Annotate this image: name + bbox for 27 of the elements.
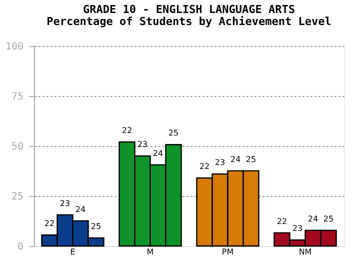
text: 23	[214, 158, 226, 167]
series-label: 25	[90, 222, 102, 231]
text: 23	[292, 224, 303, 233]
text: 25	[323, 214, 334, 224]
y-tick-label: 75	[11, 92, 24, 102]
y-tick-label: 100	[5, 42, 24, 52]
x-tick-label: E	[70, 248, 76, 256]
series-label: 22	[44, 219, 55, 228]
chart-subtitle: Percentage of Students by Achievement Level	[46, 15, 332, 28]
series-label: 23	[60, 198, 70, 208]
x-tick-label: PM	[222, 248, 234, 256]
text: 22	[122, 126, 132, 135]
text: 25	[168, 128, 179, 138]
y-tick-label: 0	[17, 242, 24, 252]
y-tick-label: 50	[11, 142, 24, 152]
series-label: 24	[75, 204, 86, 214]
x-tick-label: NM	[298, 248, 312, 256]
text: 24	[230, 154, 241, 164]
chart-title: GRADE 10 - ENGLISH LANGUAGE ARTS	[83, 3, 295, 16]
text: 24	[308, 214, 318, 224]
text: 22	[199, 162, 210, 171]
x-tick-label: M	[146, 248, 154, 256]
text: 22	[276, 216, 288, 226]
y-tick-label: 25	[11, 192, 24, 202]
text: 25	[246, 154, 256, 164]
text: 24	[152, 148, 164, 158]
text: 23	[137, 140, 148, 149]
